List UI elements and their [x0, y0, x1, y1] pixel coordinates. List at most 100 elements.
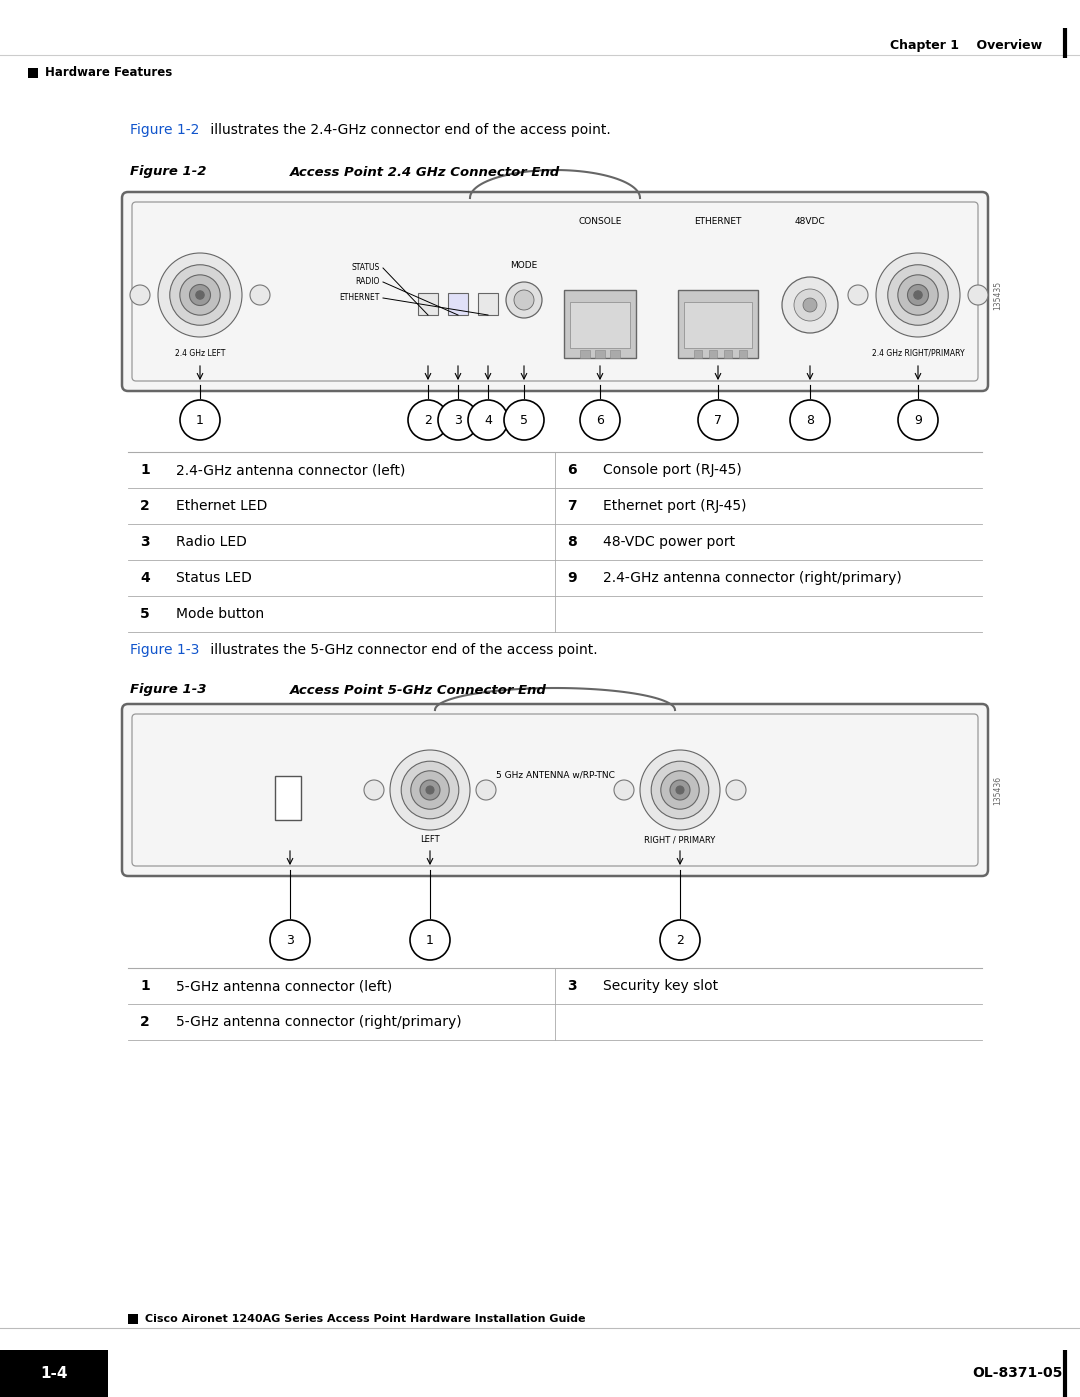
Bar [418, 293, 438, 314]
Text: 3: 3 [286, 933, 294, 947]
Text: Radio LED: Radio LED [176, 535, 247, 549]
Bar [0, 1350, 108, 1397]
Circle shape [514, 291, 534, 310]
Text: 8: 8 [567, 535, 577, 549]
Circle shape [897, 400, 939, 440]
Text: ETHERNET: ETHERNET [694, 218, 742, 226]
Circle shape [615, 780, 634, 800]
Text: Hardware Features: Hardware Features [45, 67, 172, 80]
Bar [724, 351, 732, 358]
Circle shape [249, 285, 270, 305]
Circle shape [408, 400, 448, 440]
Text: Figure 1-2: Figure 1-2 [130, 123, 200, 137]
Bar [478, 293, 498, 314]
Bar [580, 351, 590, 358]
Text: 5: 5 [140, 608, 150, 622]
Circle shape [426, 787, 434, 793]
Text: 135436: 135436 [994, 775, 1002, 805]
Text: 3: 3 [567, 979, 577, 993]
Text: LEFT: LEFT [420, 835, 440, 845]
Circle shape [580, 400, 620, 440]
Text: Console port (RJ-45): Console port (RJ-45) [603, 462, 742, 476]
Circle shape [401, 761, 459, 819]
Circle shape [848, 285, 868, 305]
Text: Status LED: Status LED [176, 571, 252, 585]
Circle shape [676, 787, 684, 793]
Bar [739, 351, 747, 358]
Circle shape [364, 780, 384, 800]
Circle shape [876, 253, 960, 337]
Circle shape [158, 253, 242, 337]
Circle shape [180, 400, 220, 440]
Circle shape [195, 291, 204, 299]
Text: 4: 4 [484, 414, 491, 426]
Circle shape [897, 275, 939, 316]
Bar [129, 1315, 138, 1324]
Circle shape [968, 285, 988, 305]
Circle shape [789, 400, 831, 440]
Circle shape [270, 921, 310, 960]
Text: 6: 6 [596, 414, 604, 426]
Bar [448, 293, 468, 314]
Circle shape [888, 265, 948, 326]
Text: 48-VDC power port: 48-VDC power port [603, 535, 735, 549]
Text: 2: 2 [424, 414, 432, 426]
Text: 1: 1 [140, 462, 150, 476]
Text: 5 GHz ANTENNA w/RP-TNC: 5 GHz ANTENNA w/RP-TNC [496, 771, 615, 780]
Text: 2.4-GHz antenna connector (right/primary): 2.4-GHz antenna connector (right/primary… [603, 571, 902, 585]
Bar [28, 68, 38, 78]
Circle shape [804, 298, 816, 312]
Circle shape [504, 400, 544, 440]
Text: RIGHT / PRIMARY: RIGHT / PRIMARY [645, 835, 716, 845]
Circle shape [660, 921, 700, 960]
Text: ETHERNET: ETHERNET [339, 293, 380, 303]
Text: Access Point 5-GHz Connector End: Access Point 5-GHz Connector End [291, 683, 546, 697]
Text: Ethernet port (RJ-45): Ethernet port (RJ-45) [603, 499, 746, 513]
Circle shape [507, 282, 542, 319]
Text: 1: 1 [197, 414, 204, 426]
Bar [564, 291, 636, 358]
Text: 2.4 GHz LEFT: 2.4 GHz LEFT [175, 349, 226, 358]
Circle shape [698, 400, 738, 440]
Bar [275, 775, 301, 820]
Text: Access Point 2.4 GHz Connector End: Access Point 2.4 GHz Connector End [291, 165, 561, 179]
Circle shape [170, 265, 230, 326]
Bar [694, 351, 702, 358]
Text: 3: 3 [140, 535, 150, 549]
Text: 2: 2 [140, 1016, 150, 1030]
Text: 9: 9 [567, 571, 577, 585]
Bar [678, 291, 758, 358]
Text: RADIO: RADIO [355, 278, 380, 286]
Circle shape [640, 750, 720, 830]
Text: Ethernet LED: Ethernet LED [176, 499, 268, 513]
Circle shape [670, 780, 690, 800]
Bar [684, 302, 752, 348]
Text: 1: 1 [140, 979, 150, 993]
Text: 2.4-GHz antenna connector (left): 2.4-GHz antenna connector (left) [176, 462, 405, 476]
Text: 6: 6 [567, 462, 577, 476]
Text: 2: 2 [676, 933, 684, 947]
Text: 3: 3 [454, 414, 462, 426]
Text: Security key slot: Security key slot [603, 979, 718, 993]
Text: CONSOLE: CONSOLE [578, 218, 622, 226]
Circle shape [420, 780, 440, 800]
Text: 7: 7 [714, 414, 723, 426]
Text: 48VDC: 48VDC [795, 218, 825, 226]
Text: MODE: MODE [511, 260, 538, 270]
FancyBboxPatch shape [122, 191, 988, 391]
Circle shape [130, 285, 150, 305]
Bar [708, 351, 717, 358]
Text: Cisco Aironet 1240AG Series Access Point Hardware Installation Guide: Cisco Aironet 1240AG Series Access Point… [145, 1315, 585, 1324]
Circle shape [180, 275, 220, 316]
Circle shape [907, 285, 929, 306]
Circle shape [438, 400, 478, 440]
Circle shape [390, 750, 470, 830]
Text: 8: 8 [806, 414, 814, 426]
Circle shape [189, 285, 211, 306]
Text: 5: 5 [519, 414, 528, 426]
Text: 5-GHz antenna connector (left): 5-GHz antenna connector (left) [176, 979, 392, 993]
Circle shape [410, 771, 449, 809]
Text: Chapter 1    Overview: Chapter 1 Overview [890, 39, 1042, 52]
Text: 1: 1 [427, 933, 434, 947]
Circle shape [410, 921, 450, 960]
